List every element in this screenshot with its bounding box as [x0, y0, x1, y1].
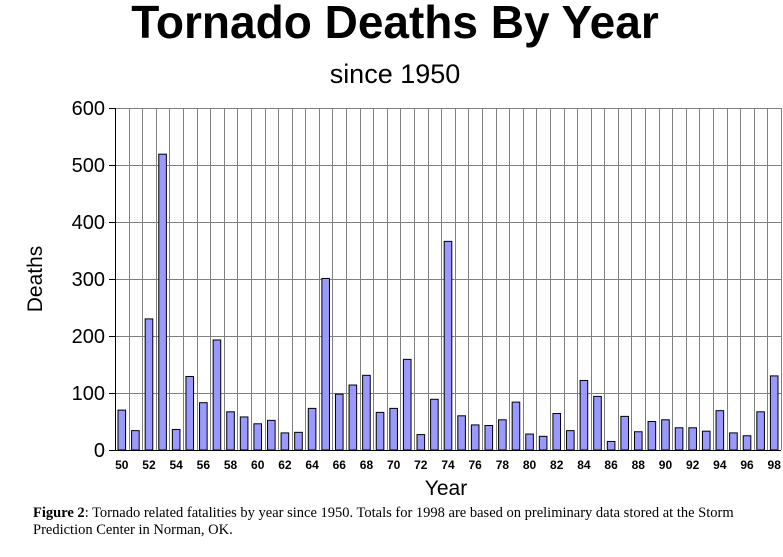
- bar-80: [525, 433, 534, 451]
- bar-78: [498, 419, 507, 451]
- bar-89: [647, 421, 657, 451]
- bar-70: [389, 407, 398, 451]
- bar-51: [131, 430, 140, 451]
- bar-74: [443, 240, 453, 451]
- x-tick-label: 84: [577, 458, 591, 472]
- chart-title: Tornado Deaths By Year: [131, 0, 659, 48]
- x-axis-title: Year: [425, 477, 467, 500]
- x-tick-label: 70: [387, 458, 401, 472]
- bar-64: [307, 407, 317, 451]
- bar-88: [633, 431, 643, 451]
- bar-94: [715, 410, 725, 451]
- bar-53: [158, 153, 167, 451]
- bar-50: [117, 409, 127, 451]
- bar-66: [334, 393, 344, 451]
- bar-93: [701, 430, 711, 451]
- bar-57: [212, 339, 222, 451]
- x-tick-label: 66: [333, 458, 347, 472]
- bar-90: [661, 419, 670, 451]
- x-tick-label: 62: [278, 458, 292, 472]
- bar-67: [348, 384, 358, 451]
- chart-subtitle: since 1950: [330, 59, 461, 89]
- bar-63: [294, 431, 303, 451]
- x-tick-label: 54: [169, 458, 183, 472]
- y-tick-label: 500: [72, 155, 105, 177]
- y-tick-label: 300: [72, 269, 105, 291]
- bar-82: [552, 413, 562, 451]
- x-tick-label: 96: [740, 458, 754, 472]
- bar-61: [267, 419, 276, 451]
- bar-85: [593, 395, 602, 451]
- x-tick-label: 58: [224, 458, 238, 472]
- bar-96: [742, 435, 752, 451]
- bar-98: [769, 375, 779, 451]
- y-axis-title: Deaths: [24, 246, 47, 313]
- bar-87: [620, 415, 630, 451]
- y-tick-label: 100: [72, 383, 105, 405]
- bar-72: [416, 434, 426, 451]
- x-tick-label: 86: [604, 458, 618, 472]
- x-tick-label: 94: [713, 458, 727, 472]
- x-tick-label: 60: [251, 458, 265, 472]
- y-tick-label: 0: [94, 440, 105, 462]
- x-tick-label: 76: [469, 458, 483, 472]
- bar-55: [185, 375, 195, 451]
- bar-73: [430, 398, 439, 451]
- y-tick-label: 400: [72, 212, 105, 234]
- bar-69: [375, 411, 385, 451]
- x-tick-label: 78: [496, 458, 510, 472]
- bar-52: [144, 318, 154, 451]
- x-tick-label: 72: [414, 458, 428, 472]
- bar-68: [362, 374, 371, 451]
- tornado-deaths-chart: Tornado Deaths By Year since 1950 0 100 20…: [24, 0, 782, 500]
- bar-54: [171, 428, 181, 451]
- x-tick-label: 80: [523, 458, 537, 472]
- x-tick-label: 82: [550, 458, 564, 472]
- x-tick-labels: 50 52 54 56 58 60 62 64 66 68 70 72 74 76 78 80 82 84 86 88…: [115, 458, 781, 472]
- axes: [115, 108, 781, 451]
- caption-text: : Tornado related fatalities by year sin…: [33, 505, 734, 538]
- bar-81: [538, 435, 548, 451]
- x-tick-label: 98: [768, 458, 782, 472]
- bar-86: [606, 440, 616, 451]
- y-tick-label: 200: [72, 326, 105, 348]
- x-tick-label: 64: [305, 458, 319, 472]
- bar-91: [674, 427, 684, 451]
- bar-59: [239, 416, 249, 451]
- bar-75: [457, 415, 466, 451]
- x-tick-label: 50: [115, 458, 129, 472]
- x-tick-label: 68: [360, 458, 374, 472]
- x-tick-label: 52: [142, 458, 156, 472]
- bar-95: [729, 432, 738, 451]
- bar-83: [566, 430, 575, 451]
- bar-56: [199, 402, 208, 451]
- x-tick-label: 88: [632, 458, 646, 472]
- figure-caption: Figure 2: Tornado related fatalities by …: [33, 505, 778, 539]
- bar-62: [280, 432, 290, 451]
- y-tick-labels: 0 100 200 300 400 500 600: [72, 98, 105, 462]
- x-tick-label: 56: [197, 458, 211, 472]
- x-tick-label: 90: [659, 458, 673, 472]
- caption-label: Figure 2: [33, 505, 85, 521]
- bar-77: [484, 424, 494, 451]
- bar-60: [253, 423, 263, 451]
- bar-92: [688, 427, 697, 451]
- bar-84: [579, 379, 589, 451]
- x-tick-label: 74: [441, 458, 455, 472]
- bars: [117, 153, 779, 451]
- bar-79: [511, 401, 521, 451]
- x-tick-label: 92: [686, 458, 700, 472]
- y-tick-label: 600: [72, 98, 105, 120]
- bar-58: [226, 411, 235, 451]
- bar-71: [402, 358, 412, 451]
- bar-97: [756, 411, 765, 451]
- bar-65: [321, 277, 330, 451]
- bar-76: [470, 424, 480, 451]
